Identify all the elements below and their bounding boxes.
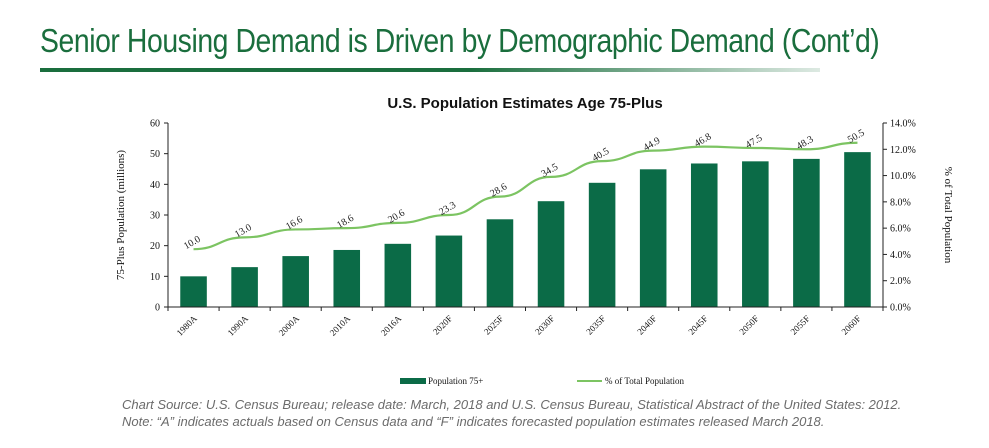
bar <box>384 243 412 307</box>
bar <box>231 267 258 307</box>
x-category-label: 2040F <box>635 313 658 336</box>
bar <box>793 158 820 307</box>
bar <box>690 163 718 307</box>
x-category-label: 2030F <box>533 313 556 336</box>
bar <box>537 201 565 307</box>
bar <box>282 256 309 307</box>
legend-label-percent: % of Total Population <box>605 376 684 386</box>
legend-swatch-population <box>400 378 426 384</box>
y-axis-label: 75-Plus Population (millions) <box>115 150 127 281</box>
x-category-label: 1990A <box>226 313 251 338</box>
x-category-label: 2010A <box>328 313 353 338</box>
legend: Population 75+ % of Total Population <box>400 376 684 386</box>
bar <box>844 152 871 307</box>
chart-source-note: Chart Source: U.S. Census Bureau; releas… <box>122 397 902 412</box>
y2-tick-label: 2.0% <box>890 276 911 287</box>
y2-tick-label: 12.0% <box>890 145 916 156</box>
x-category-label: 2025F <box>482 313 505 336</box>
x-category-label: 2035F <box>584 313 607 336</box>
y-tick-label: 20 <box>150 241 160 252</box>
x-category-label: 2020F <box>431 313 454 336</box>
y2-tick-label: 4.0% <box>890 250 911 261</box>
x-category-label: 2016A <box>379 313 404 338</box>
x-category-label: 2000A <box>277 313 302 338</box>
y2-tick-label: 6.0% <box>890 224 911 235</box>
percent-line <box>193 141 858 251</box>
chart-footnote: Note: “A” indicates actuals based on Cen… <box>122 414 825 429</box>
chart-title: U.S. Population Estimates Age 75-Plus <box>387 95 662 112</box>
x-category-label: 2050F <box>737 313 760 336</box>
y2-tick-label: 8.0% <box>890 197 911 208</box>
y-tick-label: 50 <box>150 149 160 160</box>
x-category-label: 2055F <box>788 313 811 336</box>
bar <box>435 235 463 307</box>
bar <box>588 182 616 307</box>
x-category-label: 2045F <box>686 313 709 336</box>
y-tick-label: 10 <box>150 272 160 283</box>
bar <box>742 161 769 307</box>
slide-title: Senior Housing Demand is Driven by Demog… <box>40 22 880 59</box>
y2-tick-label: 10.0% <box>890 171 916 182</box>
y2-tick-label: 0.0% <box>890 303 911 314</box>
y2-axis-label: % of Total Population <box>942 167 954 264</box>
y2-tick-label: 14.0% <box>890 119 916 130</box>
x-category-label: 1980A <box>175 313 200 338</box>
y-tick-label: 60 <box>150 119 160 130</box>
y-tick-label: 40 <box>150 180 160 191</box>
y-tick-label: 30 <box>150 211 160 222</box>
x-category-label: 2060F <box>840 313 863 336</box>
bar <box>180 276 207 307</box>
legend-label-population: Population 75+ <box>428 376 483 386</box>
bar <box>639 169 667 307</box>
bar <box>486 219 514 307</box>
title-underline <box>40 68 820 72</box>
bar <box>333 249 361 307</box>
y-tick-label: 0 <box>155 303 160 314</box>
